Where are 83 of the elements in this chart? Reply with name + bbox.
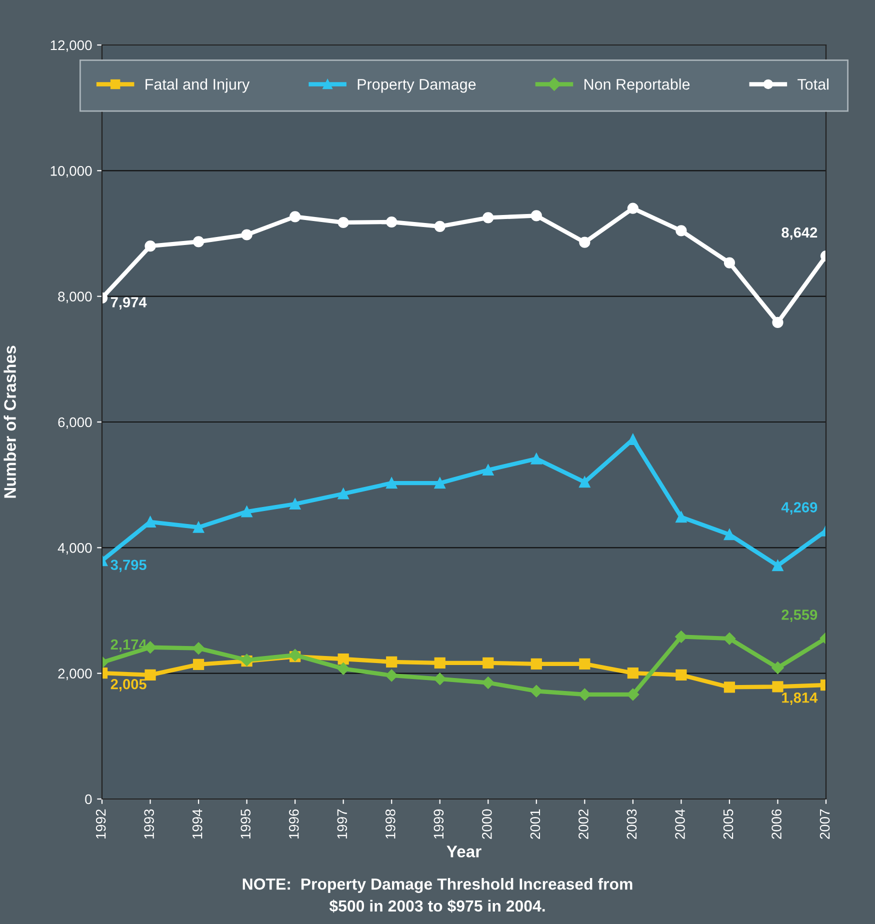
point: [482, 464, 494, 476]
data-label: 4,269: [781, 502, 818, 515]
y-tick-label: 4,000: [58, 543, 92, 554]
point: [241, 229, 252, 240]
point: [192, 658, 204, 670]
point: [530, 453, 542, 464]
point: [482, 676, 494, 689]
data-label: 8,642: [782, 227, 818, 240]
y-tick-label: 12,000: [50, 40, 92, 52]
point: [144, 669, 156, 681]
data-label: 2,559: [782, 610, 818, 622]
point: [338, 216, 349, 228]
x-tick-label: 2005: [723, 809, 734, 839]
x-tick-label: 1992: [96, 809, 106, 839]
point: [579, 236, 590, 248]
point: [386, 216, 398, 228]
point: [627, 668, 638, 679]
point: [530, 685, 542, 698]
x-tick-label: 2002: [578, 809, 588, 839]
point: [676, 225, 687, 236]
point: [386, 656, 398, 668]
point: [338, 653, 349, 665]
y-tick-label: 0: [85, 794, 92, 804]
point: [434, 672, 446, 686]
x-tick-label: 2000: [482, 809, 492, 839]
point: [434, 657, 446, 668]
legend-label: Fatal and Injury: [146, 78, 250, 93]
point: [772, 560, 784, 572]
point: [434, 478, 446, 489]
x-axis-title: Year: [446, 846, 482, 858]
y-axis-title: Number of Crashes: [4, 346, 16, 498]
legend-label: Non Reportable: [584, 78, 690, 93]
y-tick-label: 2,000: [58, 668, 92, 680]
point: [337, 662, 350, 675]
legend-label: Property Damage: [358, 79, 476, 93]
point: [772, 681, 784, 692]
point: [386, 478, 398, 489]
x-tick-label: 1997: [337, 809, 348, 839]
x-tick-label: 2003: [626, 809, 637, 839]
x-tick-label: 1999: [434, 809, 444, 839]
y-tick-label: 6,000: [58, 417, 92, 429]
legend-label: Total: [798, 78, 828, 90]
x-tick-label: 1995: [240, 809, 251, 839]
point: [338, 488, 349, 500]
point: [241, 506, 252, 518]
point: [192, 236, 204, 248]
point: [579, 658, 590, 670]
point: [579, 476, 590, 488]
y-tick-label: 8,000: [58, 292, 92, 304]
point: [434, 220, 446, 232]
point: [627, 202, 638, 214]
data-label: 1,814: [782, 692, 818, 705]
point: [530, 210, 542, 222]
point: [723, 632, 736, 645]
point: [482, 212, 494, 224]
x-tick-label: 1994: [192, 809, 202, 839]
x-tick-label: 1993: [144, 809, 154, 839]
data-label: 2,005: [110, 678, 146, 692]
data-label: 7,974: [110, 297, 147, 310]
point: [144, 240, 156, 252]
point: [386, 669, 398, 682]
point: [530, 658, 542, 670]
point: [290, 211, 301, 222]
text: NOTE: Property Damage Threshold Increased from $500 in 2003 to $975 in 2004.: [242, 878, 632, 913]
x-tick-label: 2004: [675, 809, 685, 839]
point: [192, 522, 204, 533]
x-tick-label: 1998: [385, 809, 396, 839]
point: [724, 257, 736, 268]
point: [772, 662, 784, 674]
point: [482, 657, 494, 668]
point: [724, 682, 736, 693]
y-tick-label: 10,000: [50, 166, 92, 178]
x-tick-label: 2007: [820, 809, 830, 839]
x-tick-label: 1996: [288, 809, 299, 839]
point: [290, 498, 301, 510]
point: [676, 669, 687, 681]
point: [724, 529, 736, 540]
point: [772, 316, 784, 328]
point: [675, 630, 688, 643]
x-tick-label: 2001: [530, 809, 540, 839]
point: [676, 512, 687, 523]
data-label: 3,795: [110, 560, 146, 572]
x-tick-label: 2006: [772, 809, 782, 839]
